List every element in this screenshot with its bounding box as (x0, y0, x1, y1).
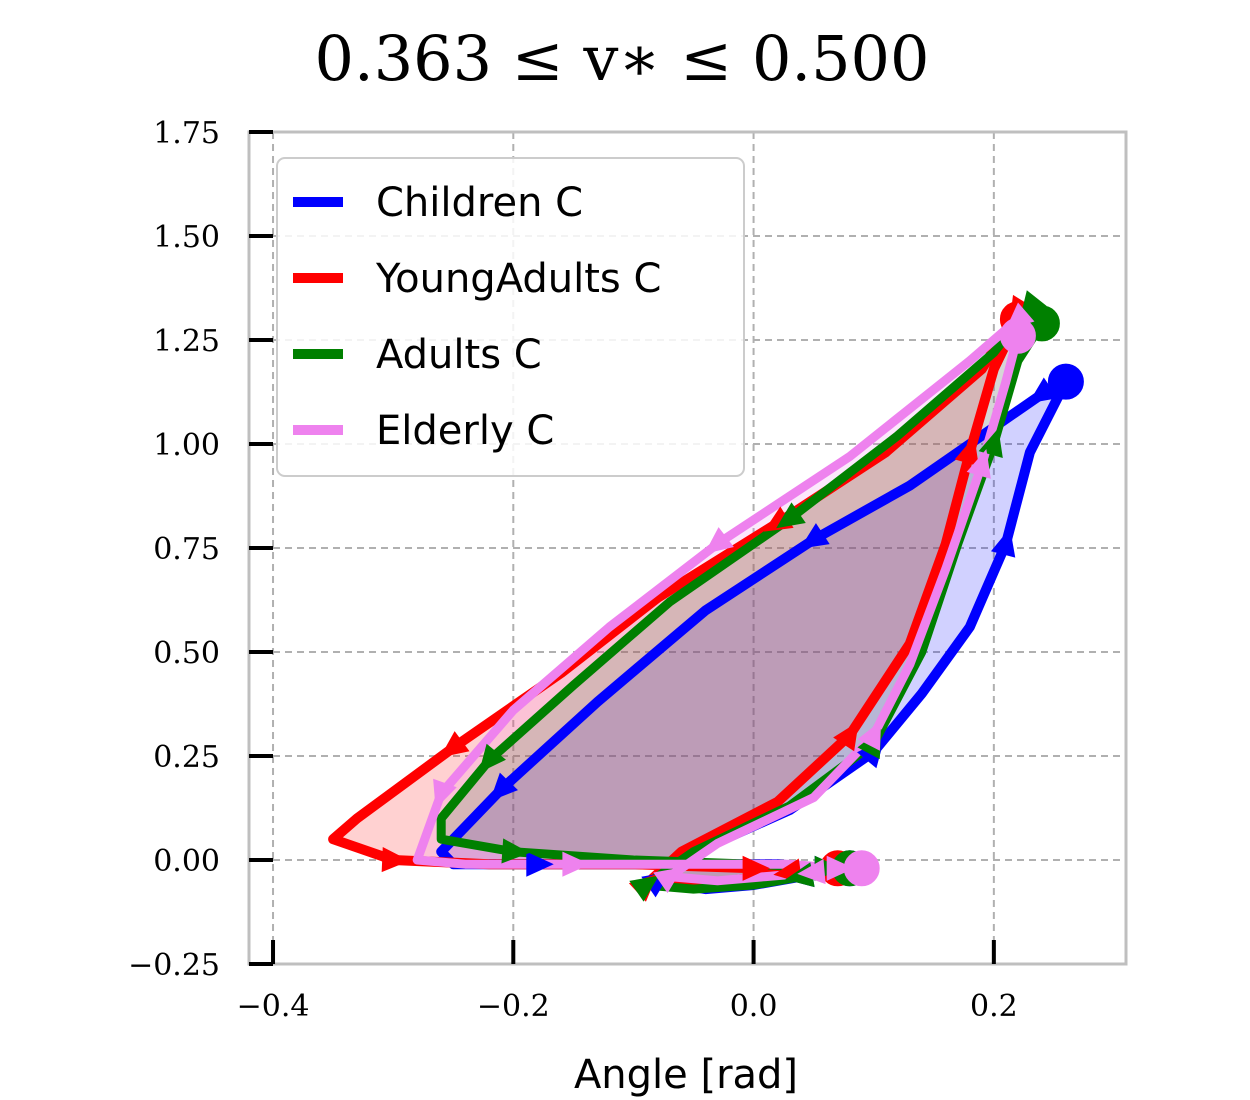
data-point (478, 743, 506, 773)
data-point (433, 778, 457, 809)
legend-box (276, 157, 745, 477)
y-tick-labels: −0.25 0.00 0.25 0.50 0.75 1.00 1.25 1.50 1.75 (128, 116, 220, 983)
data-point (797, 859, 826, 885)
x-tick-label: −0.2 (477, 989, 550, 1024)
chart-title: 0.363 ≤ v∗ ≤ 0.500 (315, 22, 930, 95)
y-tick-label: 1.75 (153, 116, 220, 151)
data-point (857, 720, 882, 751)
data-point (501, 838, 530, 864)
data-point (999, 317, 1036, 354)
legend-label: Adults C (376, 332, 542, 378)
data-point (381, 846, 410, 873)
data-point (966, 449, 991, 479)
data-point (990, 527, 1016, 558)
data-point (439, 731, 470, 758)
y-tick-label: 1.00 (153, 428, 220, 463)
x-tick-label: 0.0 (730, 989, 778, 1024)
y-tick-label: 1.25 (153, 324, 220, 359)
y-tick-label: 1.50 (153, 220, 220, 255)
legend-label: Elderly C (376, 408, 554, 454)
axis-ticks (249, 130, 996, 966)
y-tick-label: 0.75 (153, 532, 220, 567)
x-tick-labels: −0.4 −0.2 0.0 0.2 (237, 989, 1018, 1024)
x-axis-label: Angle [rad] (574, 1052, 798, 1098)
y-tick-label: 0.25 (153, 740, 220, 775)
data-point (653, 867, 683, 894)
data-point (742, 855, 771, 881)
data-point (562, 851, 590, 877)
data-point (833, 721, 859, 752)
x-tick-label: 0.2 (970, 989, 1018, 1024)
data-point (843, 850, 880, 887)
legend-entries: Children C YoungAdults C Adults C Elderly C (293, 180, 661, 454)
series-markers (381, 290, 1084, 902)
legend-label: Children C (376, 180, 583, 226)
data-point (776, 502, 806, 529)
legend-label: YoungAdults C (375, 256, 661, 302)
y-tick-label: −0.25 (128, 948, 220, 983)
legend: Children C YoungAdults C Adults C Elderly C (276, 157, 745, 477)
y-tick-label: 0.50 (153, 636, 220, 671)
data-point (826, 855, 855, 881)
data-point (629, 875, 659, 902)
y-tick-label: 0.00 (153, 844, 220, 879)
data-point (1047, 363, 1084, 400)
data-point (489, 772, 518, 802)
x-tick-label: −0.4 (237, 989, 310, 1024)
data-point (954, 436, 979, 467)
data-point (799, 523, 830, 549)
series-fill (441, 381, 1066, 890)
data-point (526, 851, 554, 877)
data-point (704, 527, 734, 554)
